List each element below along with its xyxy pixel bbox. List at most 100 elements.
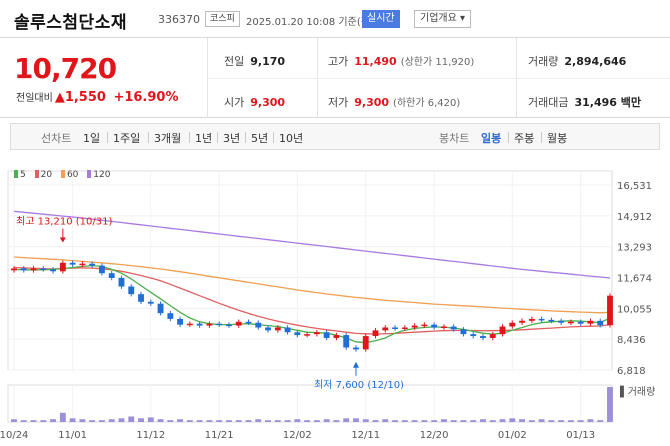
amount-label: 거래대금 (528, 96, 569, 109)
day-high: 고가 11,490 (상한가 11,920) (328, 53, 474, 69)
x-tick-label: 01/02 (498, 430, 527, 441)
volume-bar (50, 419, 57, 422)
candle (470, 334, 477, 337)
volume-bar (59, 412, 66, 422)
candle (69, 262, 76, 265)
candle (450, 326, 457, 330)
candle (11, 268, 17, 271)
legend-ma60[interactable]: 60 (60, 170, 78, 180)
volume-bar (157, 419, 164, 422)
change-label: 전일대비 (16, 93, 53, 104)
volume-bar (20, 420, 27, 422)
open-label: 시가 (224, 96, 245, 109)
volume-bar (480, 419, 486, 422)
candle (440, 326, 447, 329)
volume-bar (40, 420, 47, 422)
volume-bar (177, 419, 184, 422)
axis-ticks: 16,531 14,912 13,293 11,674 10,055 8,436 6,818… (0, 181, 655, 441)
candle (460, 329, 467, 335)
tab-daily[interactable]: 일봉 (481, 132, 502, 145)
volume-bar (362, 419, 369, 422)
tab-10y[interactable]: 10년 (279, 132, 304, 145)
chart-period-tabs: 선차트 1일 1주일 3개월 1년 3년 5년 10년 봉차트 일봉 주봉 월봉 (10, 123, 660, 150)
candle (353, 347, 359, 350)
candle (392, 327, 398, 329)
upper-limit: (상한가 11,920) (400, 57, 475, 68)
candle-chart-label[interactable]: 봉차트 (439, 132, 470, 145)
ma120-line (13, 210, 611, 279)
change-amount: 1,550 (64, 90, 106, 105)
volume-bar (392, 420, 398, 422)
volume-bar (147, 417, 154, 422)
volume-bar (89, 420, 96, 422)
tab-1y[interactable]: 1년 (195, 132, 213, 145)
realtime-button[interactable]: 실시간 (362, 10, 400, 28)
ma-legend: 5 20 60 120 (14, 170, 116, 180)
moving-average-lines (13, 210, 611, 344)
low-value: 9,300 (354, 96, 390, 109)
volume-bar (216, 420, 223, 422)
candle (79, 263, 86, 266)
y-tick-label: 14,912 (617, 212, 652, 223)
volume-bar (196, 420, 203, 422)
candle (99, 265, 105, 274)
ma60-line (13, 256, 611, 314)
tab-3m[interactable]: 3개월 (154, 132, 182, 145)
stock-code: 336370 (158, 13, 200, 26)
volume-bar (304, 420, 311, 422)
day-low: 저가 9,300 (하한가 6,420) (328, 94, 460, 110)
candle (40, 268, 47, 270)
divider (148, 132, 149, 143)
volume-bar (382, 419, 389, 422)
volume-bar (577, 420, 584, 422)
high-label: 고가 (328, 55, 349, 68)
candle (607, 295, 613, 326)
legend-ma5[interactable]: 5 (14, 170, 26, 180)
candle (597, 320, 604, 326)
candle (509, 322, 516, 327)
chart-grid (7, 170, 613, 423)
candle (362, 336, 369, 350)
low-label: 저가 (328, 96, 349, 109)
candle (577, 321, 584, 324)
tab-monthly[interactable]: 월봉 (547, 132, 568, 145)
candle (343, 335, 350, 348)
quote-summary: 10,720 전일대비 ▲1,550 +16.90% 전일 9,170 고가 11,4… (0, 38, 670, 118)
y-tick-label: 16,531 (617, 181, 652, 192)
volume-bar (245, 420, 252, 422)
volume-bar (509, 418, 516, 422)
ma5-line (13, 264, 611, 344)
stock-name: 솔루스첨단소재 (14, 13, 127, 33)
open-price: 시가 9,300 (224, 94, 285, 110)
high-value: 11,490 (354, 55, 397, 68)
volume-bar (323, 419, 330, 422)
legend-ma120[interactable]: 120 (87, 170, 110, 180)
candle (138, 294, 144, 302)
candle (128, 286, 135, 295)
candle (421, 324, 428, 327)
tab-weekly[interactable]: 주봉 (514, 132, 535, 145)
candle (519, 320, 525, 323)
tab-1w[interactable]: 1주일 (113, 132, 141, 145)
market-badge: 코스피 (205, 11, 240, 27)
candlestick-chart[interactable]: 16,531 14,912 13,293 11,674 10,055 8,436 6,818… (0, 160, 670, 446)
y-tick-label: 10,055 (617, 304, 652, 315)
candle (216, 323, 223, 326)
divider (107, 132, 108, 143)
company-info-dropdown[interactable]: 기업개요 ▾ (414, 10, 471, 28)
divider (189, 132, 190, 143)
line-chart-label[interactable]: 선차트 (41, 132, 72, 145)
tab-3y[interactable]: 3년 (223, 132, 241, 145)
x-tick-label: 10/24 (0, 430, 28, 441)
tab-5y[interactable]: 5년 (251, 132, 269, 145)
tab-1d[interactable]: 1일 (83, 132, 101, 145)
volume-bar (440, 419, 447, 422)
volume-bar (519, 419, 525, 422)
legend-ma20[interactable]: 20 (34, 170, 52, 180)
volume-bar (206, 420, 213, 422)
candle (528, 318, 535, 321)
stock-header: 솔루스첨단소재 336370 코스피 2025.01.20 10:08 기준(장… (0, 0, 670, 38)
volume-bar (11, 419, 17, 422)
volume-bar (372, 420, 379, 422)
candle (196, 323, 203, 326)
